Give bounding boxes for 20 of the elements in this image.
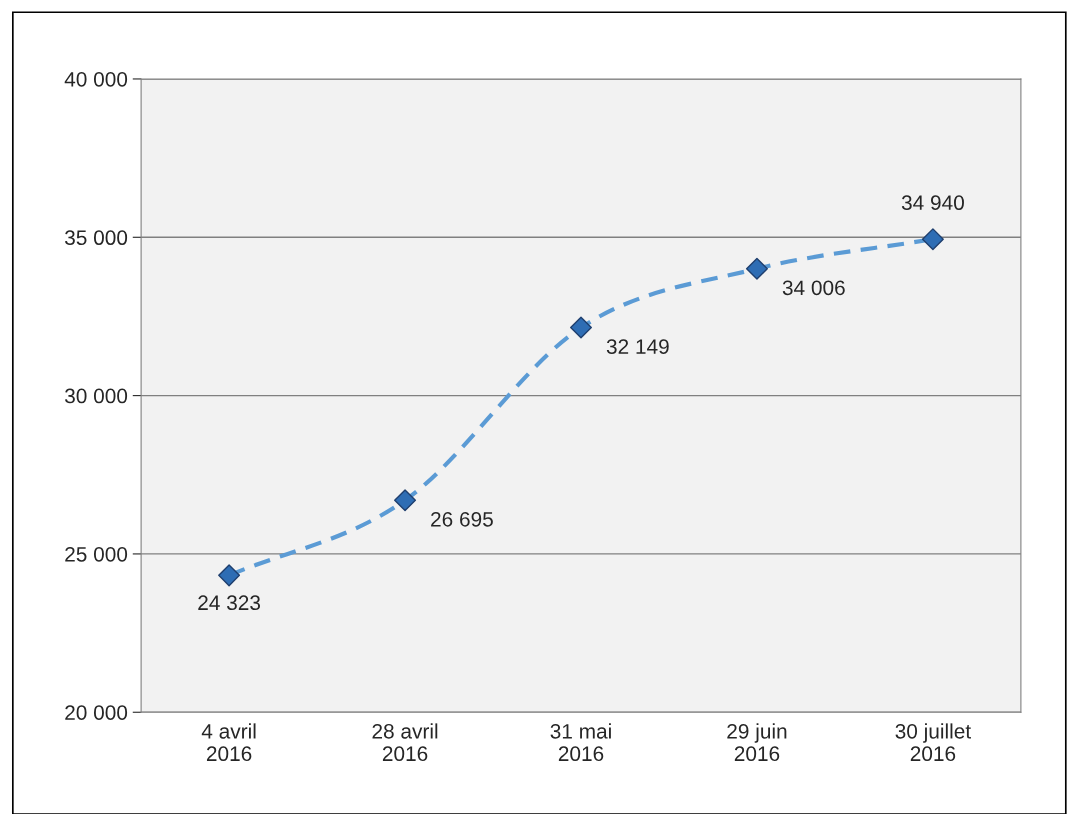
y-tick-label: 25 000 — [65, 546, 128, 562]
x-tick-label: 29 juin 2016 — [727, 723, 787, 762]
y-tick-label: 40 000 — [64, 71, 128, 87]
text: 34 006 — [782, 280, 845, 296]
point — [394, 489, 417, 512]
y-tick-label: 30 000 — [64, 388, 128, 404]
point — [921, 228, 944, 251]
point — [570, 316, 592, 339]
text: 26 695 — [431, 511, 493, 527]
text: 24 323 — [198, 595, 261, 611]
point — [218, 564, 241, 587]
text: 32 149 — [606, 339, 669, 354]
x-tick-label: 31 mai 2016 — [550, 723, 611, 762]
text: 34 940 — [901, 195, 964, 211]
y-tick-label: 35 000 — [64, 230, 128, 246]
point — [745, 257, 768, 280]
y-tick-label: 20 000 — [65, 705, 128, 720]
x-tick-label: 30 juillet 2016 — [895, 723, 971, 762]
x-tick-label: 4 avril 2016 — [201, 723, 256, 762]
x-tick-label: 28 avril 2016 — [372, 723, 438, 762]
